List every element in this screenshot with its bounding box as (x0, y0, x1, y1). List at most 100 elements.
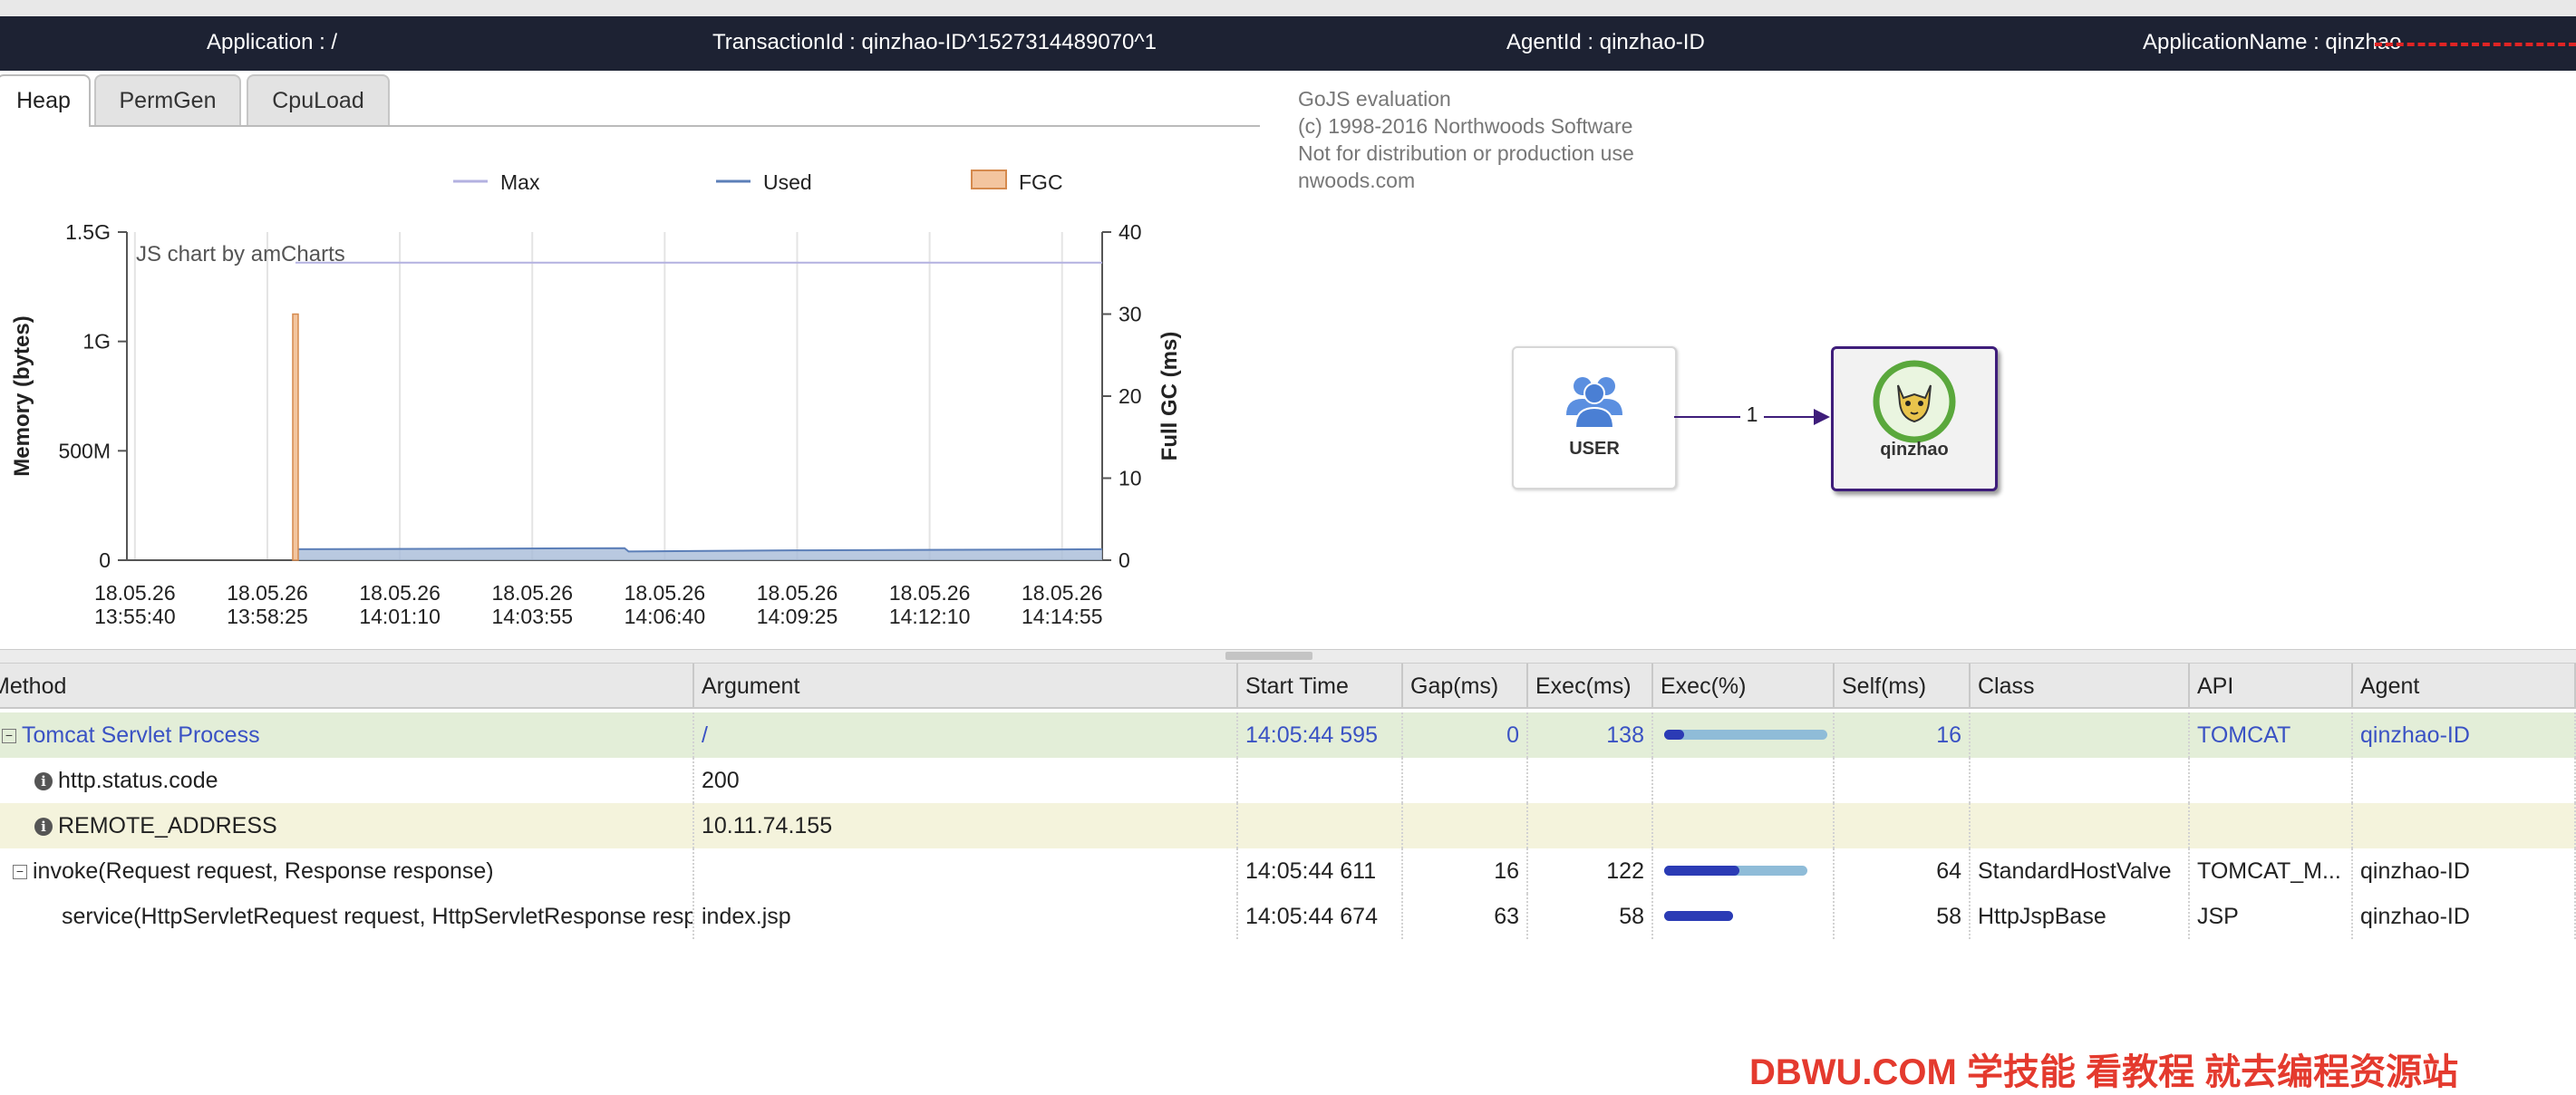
y-tick-label: 1G (82, 330, 111, 354)
agent-cell (2353, 758, 2576, 803)
exec-cell (1528, 758, 1653, 803)
exec-pct-cell (1653, 803, 1835, 848)
method-cell: service(HttpServletRequest request, Http… (0, 894, 694, 939)
table-row[interactable]: − invoke(Request request, Response respon… (0, 848, 2576, 894)
x-tick-date: 18.05.26 (94, 581, 176, 605)
argument-cell (694, 848, 1238, 894)
exec-cell: 58 (1528, 894, 1653, 939)
column-header-self[interactable]: Self(ms) (1835, 664, 1971, 709)
tab-heap[interactable]: Heap (0, 74, 91, 127)
agent-cell: qinzhao-ID (2353, 894, 2576, 939)
exec-bar (1664, 730, 1827, 740)
column-header-agent[interactable]: Agent (2353, 664, 2576, 709)
method-cell: − Tomcat Servlet Process (0, 712, 694, 758)
method-cell: i http.status.code (0, 758, 694, 803)
argument-cell: 200 (694, 758, 1238, 803)
table-row[interactable]: i http.status.code 200 (0, 758, 2576, 803)
gojs-evaluation-note: GoJS evaluation (c) 1998-2016 Northwoods… (1298, 85, 1634, 194)
y2-tick-label: 20 (1119, 384, 1142, 408)
y2-tick-label: 40 (1119, 220, 1142, 244)
exec-pct-cell (1653, 894, 1835, 939)
agent-cell: qinzhao-ID (2353, 848, 2576, 894)
user-node[interactable]: USER (1512, 346, 1677, 489)
start-time-cell (1238, 803, 1403, 848)
exec-cell: 138 (1528, 712, 1653, 758)
gojs-note-line: (c) 1998-2016 Northwoods Software (1298, 114, 1633, 138)
method-text: invoke(Request request, Response respons… (33, 858, 494, 884)
self-bar (1664, 911, 1733, 921)
x-tick-date: 18.05.26 (1022, 581, 1103, 605)
table-row[interactable]: i REMOTE_ADDRESS 10.11.74.155 (0, 803, 2576, 848)
application-node-label: qinzhao (1880, 440, 1949, 460)
self-cell: 64 (1835, 848, 1971, 894)
chart-tabs: Heap PermGen CpuLoad (0, 73, 1260, 127)
x-tick-time: 14:06:40 (625, 605, 706, 628)
self-bar (1664, 730, 1684, 740)
legend-used-label: Used (763, 170, 812, 194)
start-time-cell: 14:05:44 595 (1238, 712, 1403, 758)
exec-pct-cell (1653, 712, 1835, 758)
tab-permgen[interactable]: PermGen (94, 74, 241, 125)
legend-fgc-swatch (971, 170, 1007, 189)
site-watermark: DBWU.COM 学技能 看教程 就去编程资源站 (1749, 1052, 2459, 1092)
x-tick-time: 14:01:10 (359, 605, 441, 628)
column-header-gap[interactable]: Gap(ms) (1403, 664, 1528, 709)
column-header-exec[interactable]: Exec(ms) (1528, 664, 1653, 709)
fgc-bar (292, 313, 299, 561)
self-cell (1835, 803, 1971, 848)
column-header-api[interactable]: API (2190, 664, 2353, 709)
y-tick-label: 500M (58, 439, 111, 462)
method-cell: − invoke(Request request, Response respon… (0, 848, 694, 894)
info-icon: i (34, 818, 53, 837)
redaction-mark (2375, 43, 2576, 46)
x-tick-date: 18.05.26 (359, 581, 441, 605)
application-node[interactable]: qinzhao (1831, 346, 1998, 491)
legend-fgc-label: FGC (1019, 170, 1063, 194)
tab-cpuload[interactable]: CpuLoad (247, 74, 390, 125)
self-cell (1835, 758, 1971, 803)
exec-bar (1664, 866, 1808, 876)
class-cell (1971, 758, 2190, 803)
api-cell: TOMCAT_M... (2190, 848, 2353, 894)
x-tick-time: 13:58:25 (227, 605, 308, 628)
column-header-argument[interactable]: Argument (694, 664, 1238, 709)
splitter-handle[interactable] (1225, 652, 1312, 660)
column-header-start-time[interactable]: Start Time (1238, 664, 1403, 709)
gap-cell (1403, 758, 1528, 803)
gap-cell: 16 (1403, 848, 1528, 894)
column-header-method[interactable]: Method (0, 664, 694, 709)
column-header-exec-pct[interactable]: Exec(%) (1653, 664, 1835, 709)
exec-pct-cell (1653, 848, 1835, 894)
info-icon: i (34, 772, 53, 791)
gojs-note-line: nwoods.com (1298, 169, 1416, 192)
gojs-note-line: GoJS evaluation (1298, 87, 1451, 111)
gojs-note-line: Not for distribution or production use (1298, 141, 1634, 165)
argument-cell: / (694, 712, 1238, 758)
collapse-icon[interactable]: − (2, 729, 16, 744)
api-cell: TOMCAT (2190, 712, 2353, 758)
table-row[interactable]: service(HttpServletRequest request, Http… (0, 894, 2576, 939)
heap-chart: Max Used FGC0500M1G1.5G01020304018.05.2613… (10, 170, 1182, 628)
start-time-cell: 14:05:44 674 (1238, 894, 1403, 939)
self-cell: 58 (1835, 894, 1971, 939)
agent-id-label: AgentId : qinzhao-ID (1506, 30, 1705, 54)
x-tick-time: 14:03:55 (491, 605, 573, 628)
method-text: http.status.code (58, 768, 218, 793)
class-cell (1971, 712, 2190, 758)
gap-cell: 63 (1403, 894, 1528, 939)
class-cell (1971, 803, 2190, 848)
x-tick-date: 18.05.26 (889, 581, 971, 605)
table-row[interactable]: − Tomcat Servlet Process / 14:05:44 595 0… (0, 712, 2576, 758)
y2-tick-label: 30 (1119, 303, 1142, 326)
exec-bar (1664, 911, 1733, 921)
method-text: Tomcat Servlet Process (22, 722, 260, 748)
api-cell (2190, 758, 2353, 803)
y2-axis-title: Full GC (ms) (1157, 332, 1182, 461)
column-header-class[interactable]: Class (1971, 664, 2190, 709)
transaction-header: Application : / TransactionId : qinzhao-… (0, 16, 2576, 71)
pane-splitter[interactable] (0, 649, 2576, 664)
application-name-label: ApplicationName : qinzhao (2143, 30, 2402, 54)
application-label: Application : / (207, 30, 338, 54)
class-cell: StandardHostValve (1971, 848, 2190, 894)
collapse-icon[interactable]: − (13, 865, 27, 880)
